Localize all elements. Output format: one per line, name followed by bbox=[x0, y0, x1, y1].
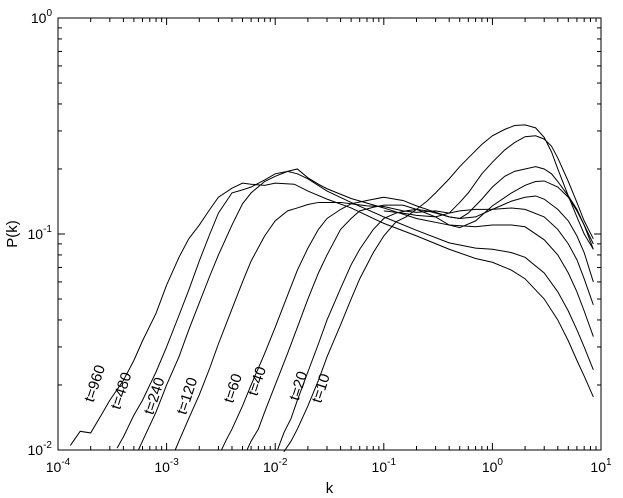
tick-labels-group: 10-4 10-3 10-2 10-1 100 101 10-2 10-1 100 bbox=[28, 8, 612, 475]
series-line bbox=[69, 182, 594, 446]
x-tick-label: 100 bbox=[482, 457, 504, 475]
series-line bbox=[116, 170, 594, 449]
series-line bbox=[246, 180, 594, 451]
x-tick-label: 101 bbox=[590, 457, 612, 475]
y-axis-label: P(k) bbox=[4, 220, 21, 248]
x-tick-label: 10-2 bbox=[263, 457, 288, 475]
curves-group bbox=[69, 124, 594, 453]
x-tick-label: 10-4 bbox=[46, 457, 71, 475]
x-tick-label: 10-1 bbox=[372, 457, 397, 475]
series-line bbox=[137, 168, 594, 451]
series-line bbox=[383, 135, 594, 240]
ticks-group bbox=[57, 17, 602, 451]
y-tick-label: 10-1 bbox=[28, 224, 53, 242]
series-line bbox=[277, 166, 594, 451]
y-tick-label: 100 bbox=[31, 8, 53, 26]
x-axis-label: k bbox=[326, 480, 334, 497]
x-tick-label: 10-3 bbox=[154, 457, 179, 475]
y-tick-label: 10-2 bbox=[28, 440, 53, 458]
series-line bbox=[221, 195, 594, 451]
series-line bbox=[283, 124, 594, 453]
